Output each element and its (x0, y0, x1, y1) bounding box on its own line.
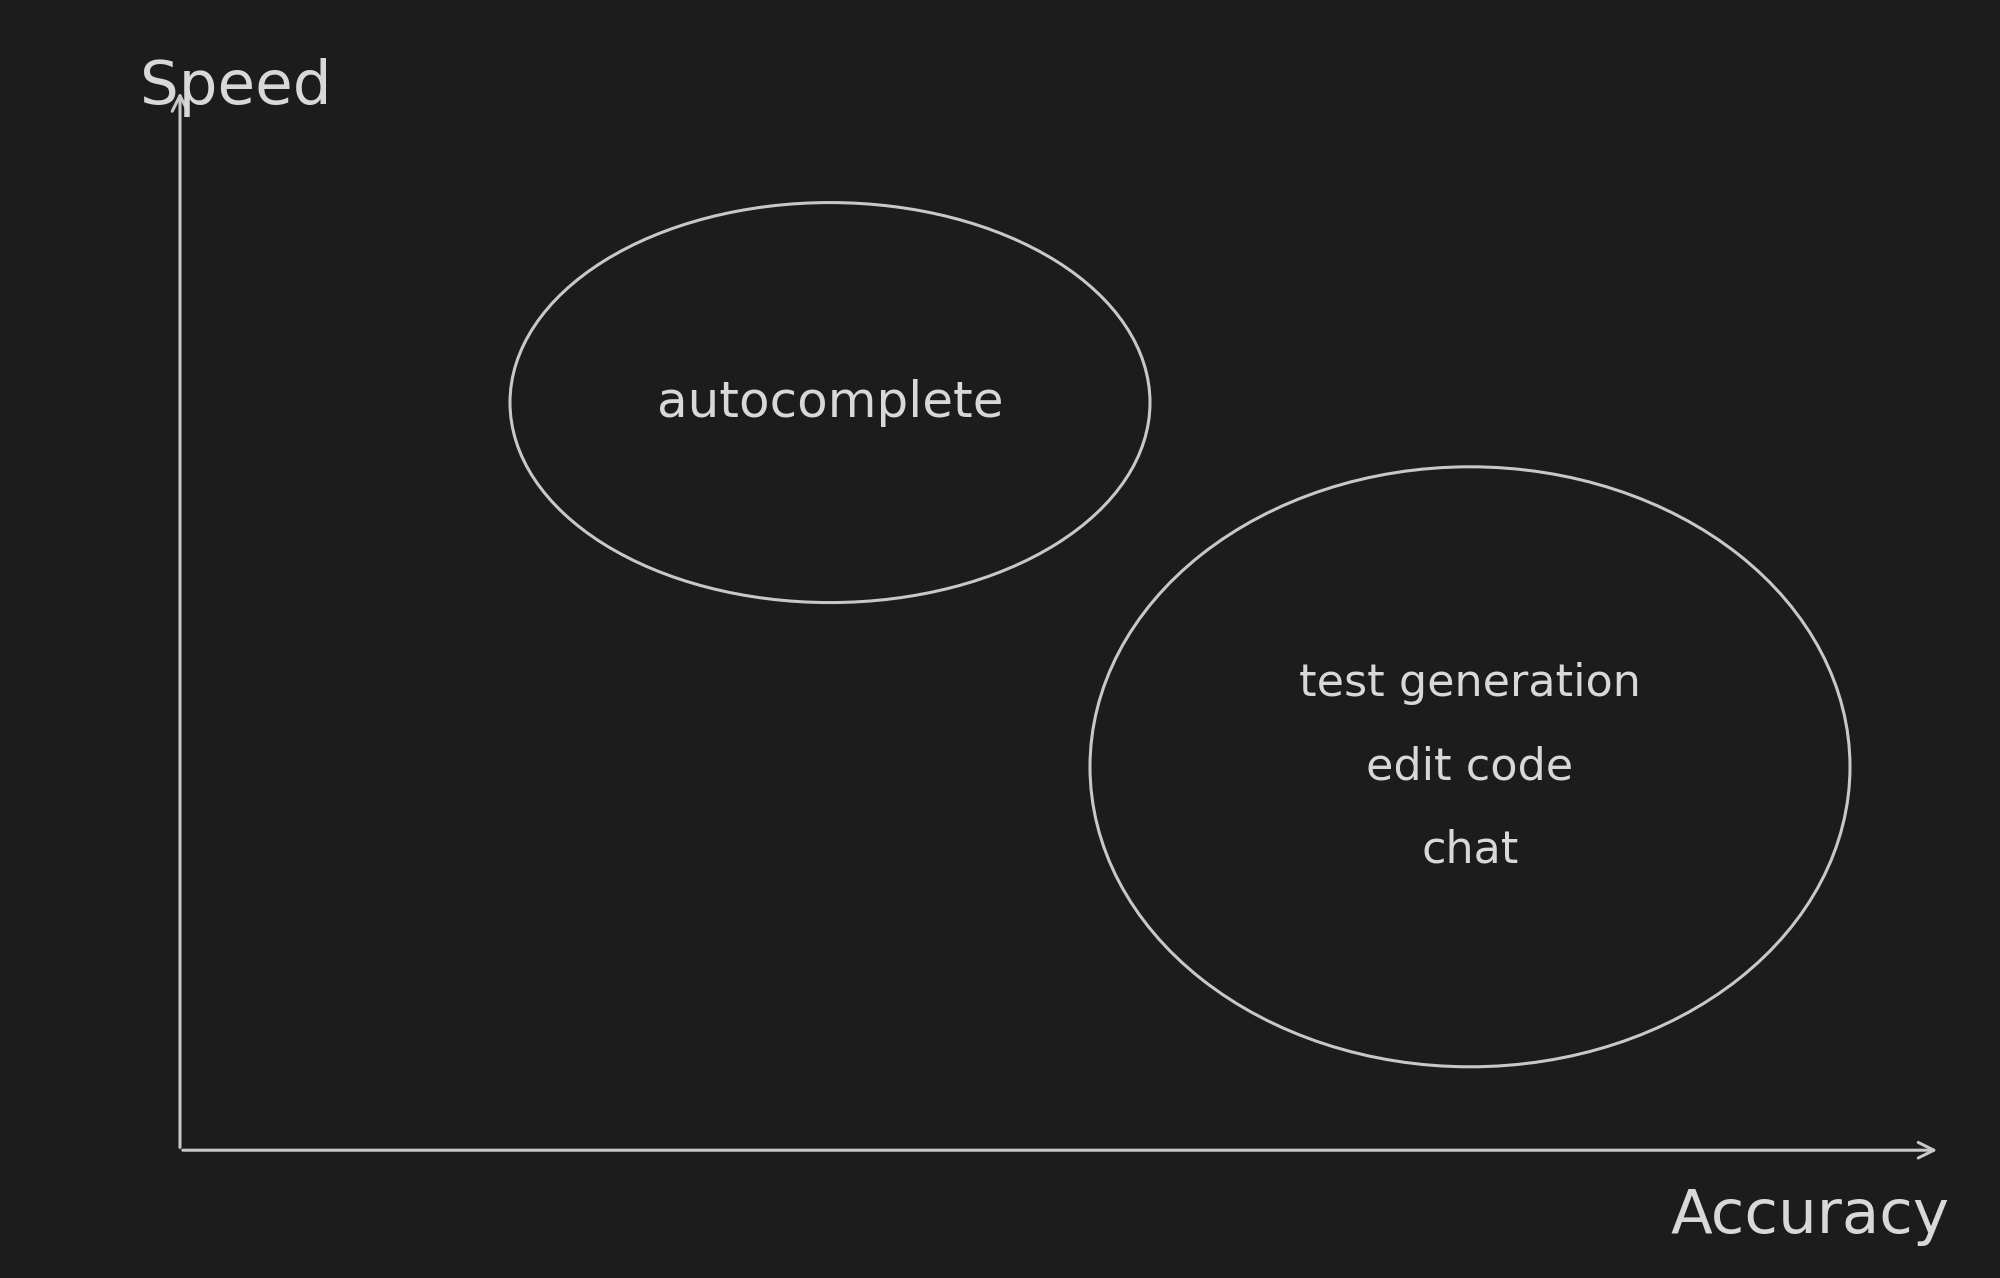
Text: Speed: Speed (140, 58, 332, 116)
Text: test generation: test generation (1300, 662, 1640, 705)
Text: chat: chat (1422, 828, 1518, 872)
Text: edit code: edit code (1366, 745, 1574, 789)
Text: Accuracy: Accuracy (1672, 1187, 1950, 1246)
Text: autocomplete: autocomplete (656, 378, 1004, 427)
